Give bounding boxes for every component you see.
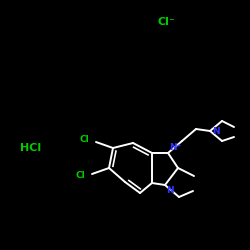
Text: N⁺: N⁺ [169,143,181,152]
Text: Cl⁻: Cl⁻ [158,17,176,27]
Text: N: N [166,186,173,195]
Text: Cl: Cl [75,172,85,180]
Text: N: N [212,126,220,136]
Text: HCl: HCl [20,143,41,153]
Text: Cl: Cl [79,136,89,144]
